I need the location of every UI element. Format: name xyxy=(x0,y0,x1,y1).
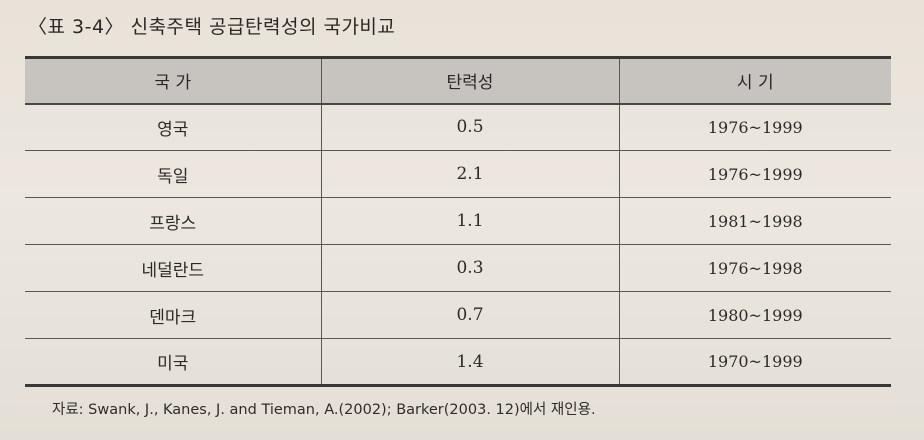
cell-elasticity: 0.5 xyxy=(320,103,620,151)
table-row: 미국 1.4 1970~1999 xyxy=(25,338,891,387)
cell-elasticity: 2.1 xyxy=(320,150,620,198)
header-period: 시 기 xyxy=(618,56,891,105)
table-row: 프랑스 1.1 1981~1998 xyxy=(25,197,891,245)
cell-period: 1980~1999 xyxy=(618,291,891,339)
cell-elasticity: 0.7 xyxy=(320,291,620,339)
elasticity-table-container: 국 가 탄력성 시 기 영국 0.5 1976~1999 독일 2.1 1976… xyxy=(25,56,891,387)
cell-period: 1970~1999 xyxy=(618,338,891,387)
header-row: 국 가 탄력성 시 기 xyxy=(25,56,891,105)
cell-period: 1976~1999 xyxy=(618,103,891,151)
cell-country: 미국 xyxy=(25,338,322,387)
cell-period: 1976~1998 xyxy=(618,244,891,292)
cell-country: 덴마크 xyxy=(25,291,322,339)
cell-elasticity: 0.3 xyxy=(320,244,620,292)
cell-elasticity: 1.4 xyxy=(320,338,620,387)
source-note: 자료: Swank, J., Kanes, J. and Tieman, A.(… xyxy=(52,402,596,418)
table-body: 영국 0.5 1976~1999 독일 2.1 1976~1999 프랑스 1.… xyxy=(25,103,891,387)
cell-country: 프랑스 xyxy=(25,197,322,245)
cell-period: 1976~1999 xyxy=(618,150,891,198)
cell-country: 영국 xyxy=(25,103,322,151)
header-elasticity: 탄력성 xyxy=(320,56,620,105)
cell-country: 독일 xyxy=(25,150,322,198)
table-caption: 〈표 3-4〉 신축주택 공급탄력성의 국가비교 xyxy=(28,16,396,38)
header-country: 국 가 xyxy=(25,56,322,105)
cell-country: 네덜란드 xyxy=(25,244,322,292)
table-row: 독일 2.1 1976~1999 xyxy=(25,150,891,198)
table-header: 국 가 탄력성 시 기 xyxy=(25,56,891,105)
cell-elasticity: 1.1 xyxy=(320,197,620,245)
table-row: 덴마크 0.7 1980~1999 xyxy=(25,291,891,339)
cell-period: 1981~1998 xyxy=(618,197,891,245)
elasticity-table: 국 가 탄력성 시 기 영국 0.5 1976~1999 독일 2.1 1976… xyxy=(25,56,891,387)
table-row: 영국 0.5 1976~1999 xyxy=(25,103,891,151)
table-row: 네덜란드 0.3 1976~1998 xyxy=(25,244,891,292)
